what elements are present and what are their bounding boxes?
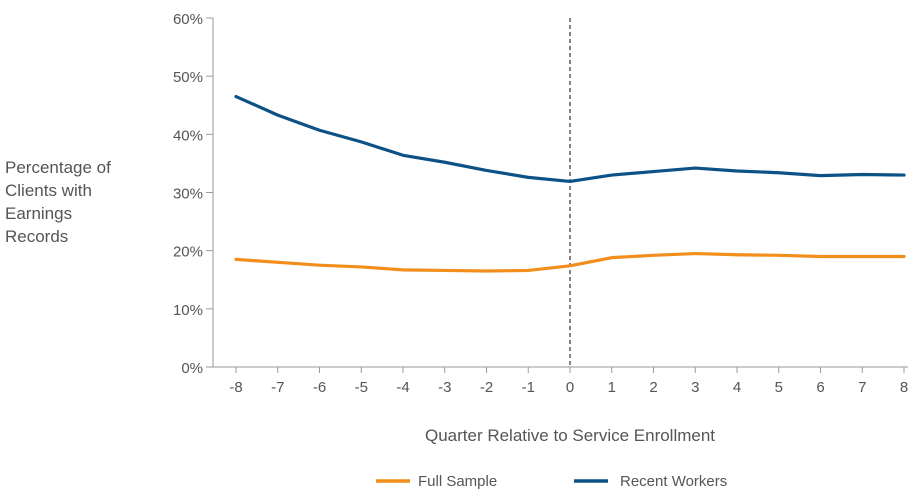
x-tick-label: 7 <box>858 379 866 396</box>
y-tick-label: 10% <box>173 302 203 319</box>
y-axis-title-line: Clients with <box>5 181 92 200</box>
x-tick-label: -1 <box>522 379 535 396</box>
x-tick-label: 0 <box>566 379 574 396</box>
x-tick-label: -2 <box>480 379 493 396</box>
legend: Full Sample Recent Workers <box>376 473 727 490</box>
y-axis-title-line: Records <box>5 227 68 246</box>
y-tick-label: 0% <box>181 360 203 377</box>
x-axis: -8 -7 -6 -5 -4 -3 -2 -1 0 1 2 3 4 5 6 7 8 <box>213 366 908 396</box>
y-axis-title-line: Earnings <box>5 204 72 223</box>
x-tick-label: -3 <box>438 379 451 396</box>
x-tick-label: 3 <box>691 379 699 396</box>
x-tick-label: 8 <box>900 379 908 396</box>
x-tick-label: 2 <box>649 379 657 396</box>
x-tick-label: -7 <box>271 379 284 396</box>
legend-item-full-sample: Full Sample <box>376 473 497 490</box>
y-tick-label: 40% <box>173 127 203 144</box>
x-tick-label: 5 <box>775 379 783 396</box>
y-tick-label: 20% <box>173 244 203 261</box>
y-axis-title: Percentage of Clients with Earnings Records <box>5 158 111 246</box>
x-tick-label: -6 <box>313 379 326 396</box>
x-tick-label: -4 <box>396 379 409 396</box>
x-tick-label: 6 <box>816 379 824 396</box>
y-tick-label: 60% <box>173 11 203 28</box>
series-lines <box>234 94 906 273</box>
x-tick-label: 1 <box>608 379 616 396</box>
y-tick-label: 30% <box>173 186 203 203</box>
series-line-full-sample <box>234 251 906 273</box>
x-tick-label: -8 <box>229 379 242 396</box>
series-line-recent-workers <box>234 94 906 184</box>
y-tick-label: 50% <box>173 69 203 86</box>
x-axis-title: Quarter Relative to Service Enrollment <box>425 426 715 445</box>
legend-label: Full Sample <box>418 473 497 490</box>
y-axis-title-line: Percentage of <box>5 158 111 177</box>
legend-item-recent-workers: Recent Workers <box>574 473 727 490</box>
legend-label: Recent Workers <box>620 473 727 490</box>
x-tick-label: -5 <box>355 379 368 396</box>
y-axis: 0% 10% 20% 30% 40% 50% 60% <box>173 11 214 377</box>
x-tick-label: 4 <box>733 379 741 396</box>
